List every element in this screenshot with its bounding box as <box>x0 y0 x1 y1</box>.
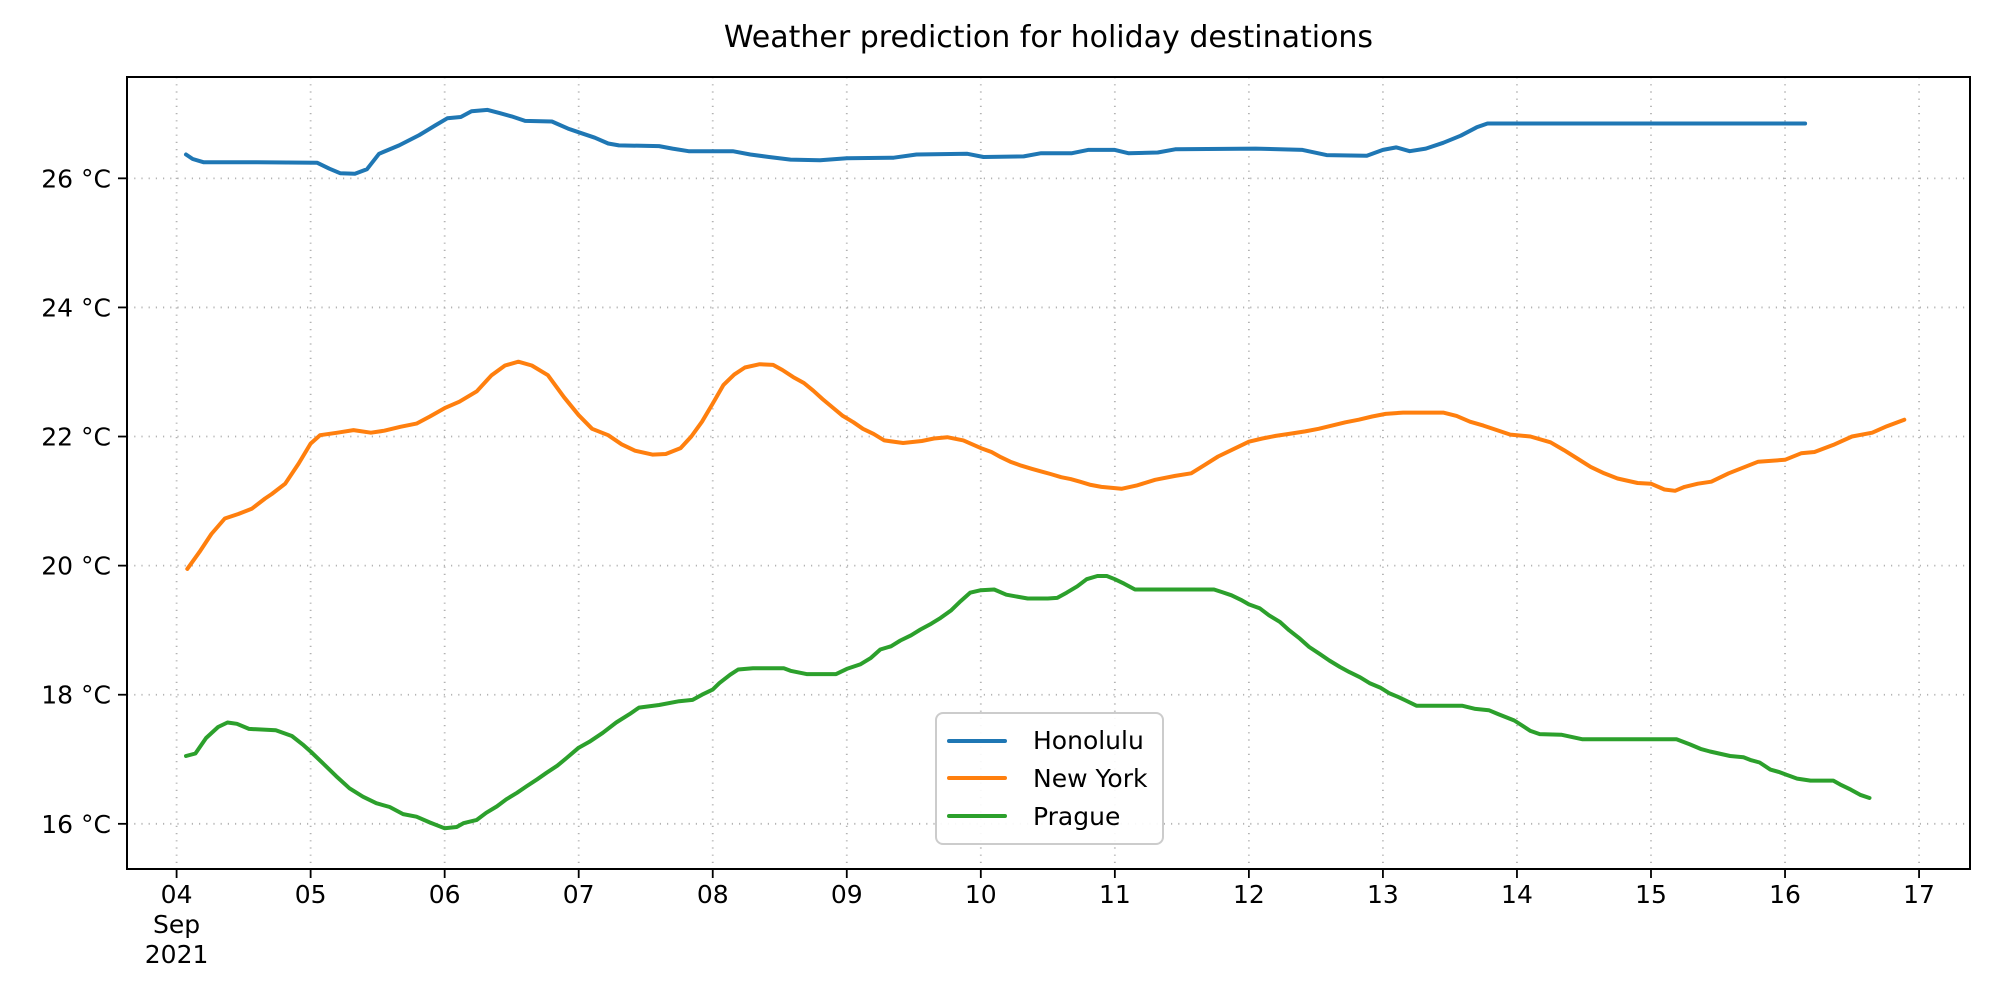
x-axis-sub-label: 2021 <box>145 940 209 969</box>
x-tick-label: 05 <box>295 880 327 909</box>
chart-title: Weather prediction for holiday destinati… <box>723 20 1374 55</box>
x-tick-label: 10 <box>965 880 997 909</box>
y-tick-label: 24 °C <box>41 293 111 322</box>
legend-swatch-new-york <box>947 776 1007 781</box>
x-tick-label: 09 <box>831 880 863 909</box>
legend: Honolulu New York Prague <box>935 712 1164 845</box>
y-tick-label: 20 °C <box>41 552 111 581</box>
x-tick-label: 16 <box>1769 880 1801 909</box>
legend-entry: New York <box>947 761 1162 795</box>
y-tick-label: 18 °C <box>41 681 111 710</box>
x-tick-label: 06 <box>429 880 461 909</box>
y-tick-label: 22 °C <box>41 423 111 452</box>
series-line-prague <box>184 574 1872 831</box>
x-tick-label: 12 <box>1233 880 1265 909</box>
x-axis-sub-label: Sep <box>153 910 200 939</box>
y-tick-label: 16 °C <box>41 810 111 839</box>
x-tick-label: 07 <box>563 880 595 909</box>
x-tick-label: 08 <box>697 880 729 909</box>
legend-swatch-prague <box>947 814 1007 819</box>
x-tick-label: 11 <box>1099 880 1131 909</box>
legend-label: Honolulu <box>1033 726 1144 756</box>
legend-entry: Honolulu <box>947 724 1162 758</box>
x-tick-label: 14 <box>1501 880 1533 909</box>
x-tick-label: 17 <box>1903 880 1935 909</box>
legend-entry: Prague <box>947 799 1162 833</box>
y-tick-label: 26 °C <box>41 164 111 193</box>
series-line-honolulu <box>184 107 1808 176</box>
legend-swatch-honolulu <box>947 738 1007 743</box>
legend-label: Prague <box>1033 801 1121 831</box>
series-line-new-york <box>185 359 1907 571</box>
x-tick-label: 15 <box>1635 880 1667 909</box>
x-tick-label: 04 <box>161 880 193 909</box>
x-tick-label: 13 <box>1367 880 1399 909</box>
legend-label: New York <box>1033 763 1148 793</box>
plot-border <box>126 76 1971 870</box>
